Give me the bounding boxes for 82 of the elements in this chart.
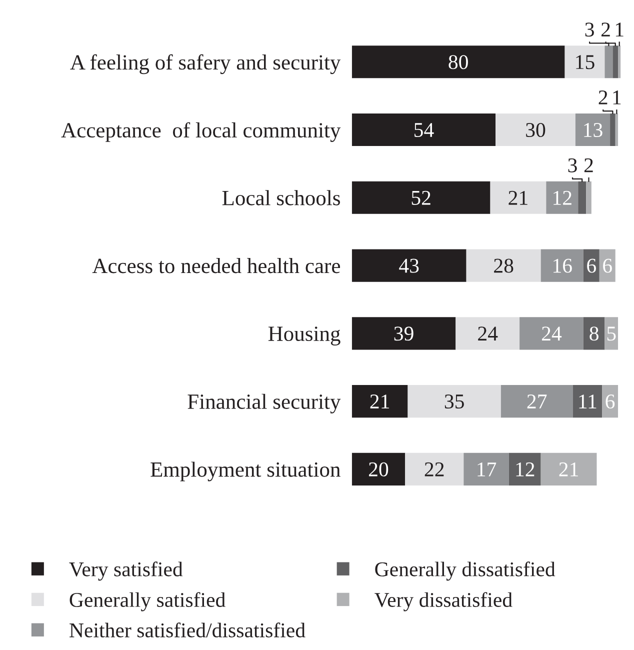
y-tick-label: Financial security [188, 394, 341, 414]
data-label: 30 [526, 122, 546, 138]
y-tick-label: Access to needed health care [92, 258, 340, 274]
bar [583, 317, 605, 350]
data-label: 2 [601, 22, 610, 36]
bar [575, 113, 610, 146]
bar [615, 113, 618, 146]
data-label: 5 [607, 326, 616, 341]
data-label: 11 [579, 394, 596, 408]
data-label: 43 [399, 258, 419, 273]
data-label: 3 [568, 158, 577, 172]
bar [540, 452, 597, 486]
bar [610, 113, 616, 146]
data-label: 15 [576, 55, 594, 70]
y-tick-label: Employment situation [150, 462, 340, 482]
bar [586, 181, 592, 214]
legend-label: Very dissatisfied [374, 592, 512, 612]
data-label: 17 [478, 462, 496, 476]
bar [464, 452, 509, 486]
bar [602, 384, 618, 418]
bar [572, 384, 602, 418]
y-tick-label: Housing [268, 326, 340, 346]
data-label: 28 [494, 258, 514, 273]
data-label: 24 [542, 326, 562, 340]
bar [500, 384, 573, 418]
data-label: 24 [478, 326, 498, 340]
y-tick-label: A feeling of safery and security [70, 54, 341, 74]
legend-label: Neither satisfied/dissatisfied [70, 622, 306, 638]
bar [352, 181, 490, 214]
data-label: 52 [412, 190, 430, 205]
data-label: 21 [508, 190, 528, 205]
data-label: 16 [554, 258, 572, 273]
data-label: 3 [585, 22, 594, 37]
data-label: 13 [584, 123, 602, 138]
bar [604, 317, 618, 350]
bar [352, 113, 496, 146]
bar [604, 46, 613, 78]
data-label: 20 [368, 462, 388, 476]
data-label: 2 [598, 90, 608, 104]
data-label: 2 [584, 158, 593, 172]
bar [496, 113, 576, 146]
data-label: 12 [554, 190, 572, 205]
data-label: 6 [603, 258, 612, 273]
bar [352, 452, 406, 486]
bar [490, 181, 546, 214]
bar [352, 384, 408, 418]
bar [612, 46, 618, 78]
bar [564, 46, 605, 78]
bar [599, 249, 616, 282]
data-label: 35 [444, 394, 464, 409]
bar [352, 317, 456, 350]
data-label: 6 [587, 258, 596, 273]
bar [405, 452, 464, 486]
bar [352, 249, 466, 282]
data-label: 1 [616, 22, 624, 36]
data-label: 6 [606, 394, 615, 409]
data-label: 21 [559, 462, 578, 476]
data-label: 27 [527, 394, 547, 408]
data-label: 22 [424, 462, 444, 476]
y-tick-label: Acceptance of local community [61, 122, 341, 142]
data-label: 1 [613, 90, 621, 104]
data-label: 39 [394, 326, 414, 341]
bar [508, 452, 541, 486]
bar [583, 249, 600, 282]
legend-label: Very satisfied [69, 562, 183, 581]
data-label: 21 [370, 394, 389, 408]
data-label: 12 [516, 462, 534, 476]
bar [578, 181, 586, 214]
bar [466, 249, 541, 282]
bar [540, 249, 584, 282]
data-label: 80 [448, 55, 468, 70]
y-tick-label: Local schools [222, 190, 340, 206]
bar [408, 384, 501, 418]
bar [546, 181, 578, 214]
data-label: 54 [414, 123, 434, 138]
bar [352, 46, 565, 78]
legend-label: Generally satisfied [70, 592, 226, 612]
bar [456, 317, 520, 350]
bar [520, 317, 584, 350]
legend-label: Generally dissatisfied [375, 562, 556, 581]
bar [618, 46, 621, 78]
data-label: 8 [590, 326, 598, 341]
